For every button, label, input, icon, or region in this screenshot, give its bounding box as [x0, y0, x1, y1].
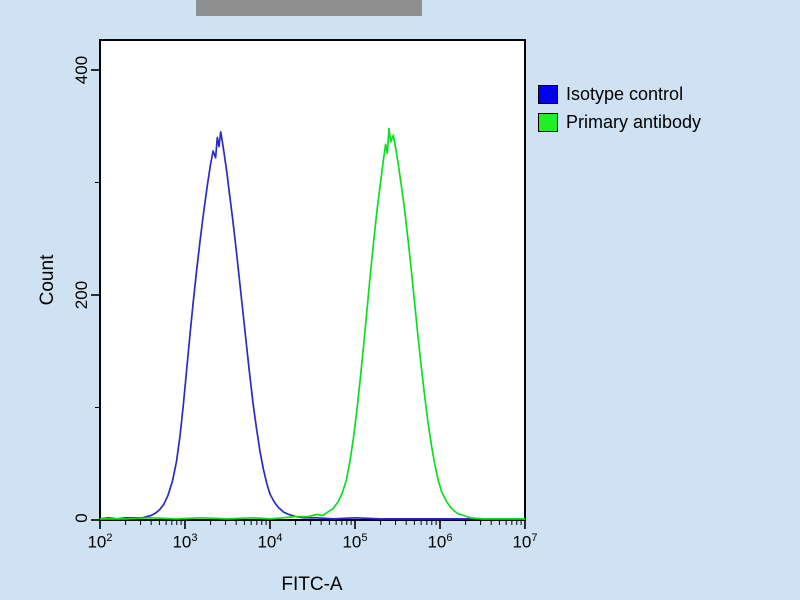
x-tick-label-1e5: 105 — [342, 532, 368, 552]
legend-item-primary-antibody: Primary antibody — [538, 112, 701, 133]
y-axis-label: Count — [37, 254, 58, 306]
x-axis-label: FITC-A — [281, 574, 343, 595]
x-tick-label-1e3: 103 — [172, 532, 198, 552]
legend-item-isotype-control: Isotype control — [538, 84, 701, 105]
y-tick-label-0: 0 — [72, 513, 91, 523]
legend-swatch-blue-icon — [538, 85, 558, 104]
x-tick-label-1e2: 102 — [87, 532, 113, 552]
legend: Isotype control Primary antibody — [538, 84, 701, 133]
x-tick-label-1e7: 107 — [512, 532, 538, 552]
legend-label: Isotype control — [566, 84, 684, 104]
y-tick-label-200: 200 — [72, 280, 91, 310]
y-tick-label-400: 400 — [72, 55, 91, 85]
x-tick-label-1e6: 106 — [427, 532, 453, 552]
x-tick-label-1e4: 104 — [257, 532, 283, 552]
cropped-top-banner — [196, 0, 422, 16]
legend-swatch-green-icon — [538, 113, 558, 132]
legend-label: Primary antibody — [566, 112, 702, 132]
